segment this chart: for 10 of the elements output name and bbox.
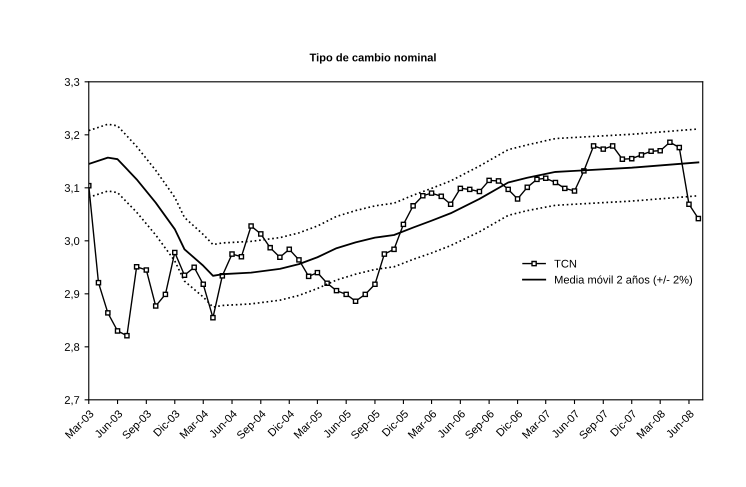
y-tick-label: 3,2: [64, 131, 80, 140]
y-tick-label: 3,1: [64, 184, 80, 194]
legend-label: Media móvil 2 años (+/- 2%): [555, 275, 692, 286]
chart-title: Tipo de cambio nominal: [310, 53, 436, 64]
y-tick-label: 3,3: [64, 78, 80, 88]
y-tick-label: 3,0: [64, 237, 80, 246]
y-tick-label: 2,7: [64, 396, 80, 406]
y-tick-label: 2,9: [64, 290, 80, 300]
legend-label: TCN: [554, 260, 576, 268]
y-tick-label: 2,8: [64, 343, 80, 352]
